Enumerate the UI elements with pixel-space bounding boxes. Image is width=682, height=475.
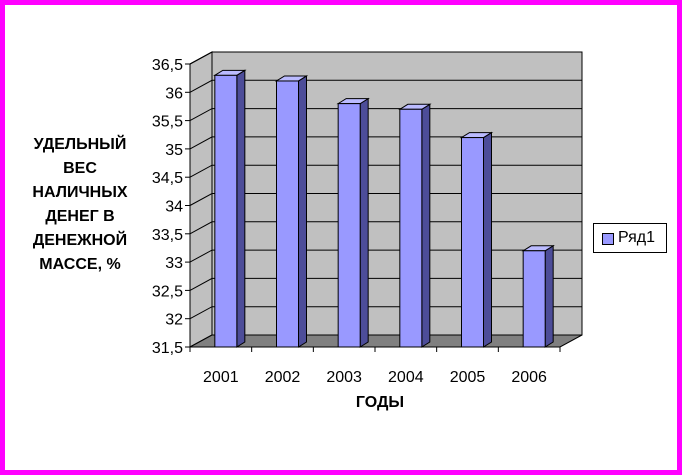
x-tick-label: 2002: [265, 369, 301, 386]
y-axis-label-line: ВЕС: [63, 160, 97, 177]
y-tick-label: 35: [165, 142, 183, 159]
x-tick-label: 2001: [203, 369, 239, 386]
y-axis-label-line: МАССЕ, %: [39, 256, 121, 273]
legend: Ряд1: [593, 223, 667, 253]
gridline: [189, 136, 582, 150]
gridline: [189, 249, 582, 263]
y-tick-label: 34: [165, 199, 183, 216]
gridline: [189, 108, 582, 122]
y-axis-label-line: ДЕНЕЖНОЙ: [32, 232, 128, 249]
bar: [461, 137, 484, 348]
bar-side: [421, 103, 431, 348]
bar-side: [298, 75, 307, 348]
y-tick-label: 35,5: [152, 114, 183, 131]
gridline: [189, 79, 582, 93]
gridline: [189, 51, 582, 65]
x-axis-label: ГОДЫ: [355, 394, 405, 411]
gridline: [189, 306, 582, 320]
bar: [337, 103, 361, 348]
y-axis-label-line: НАЛИЧНЫХ: [32, 184, 128, 201]
y-tick-label: 36,5: [152, 57, 183, 74]
y-tick-label: 32,5: [152, 283, 183, 300]
x-tick-label: 2006: [511, 369, 547, 386]
legend-swatch: [602, 233, 614, 245]
bar: [214, 74, 238, 348]
gridline: [189, 193, 582, 206]
y-tick-label: 33,5: [152, 227, 183, 244]
y-tick-label: 34,5: [152, 170, 183, 187]
bar: [522, 250, 546, 348]
bar-side: [483, 131, 492, 348]
y-tick-label: 36: [165, 85, 183, 102]
x-tick-label: 2003: [326, 369, 362, 386]
gridline: [189, 164, 582, 178]
gridline: [189, 221, 582, 235]
gridline: [189, 277, 582, 291]
x-tick-label: 2004: [388, 369, 424, 386]
y-tick-label: 32: [165, 312, 183, 329]
y-tick-label: 33: [165, 255, 183, 272]
y-tick-label: 31,5: [152, 340, 183, 357]
y-axis-label-line: УДЕЛЬНЫЙ: [33, 136, 127, 153]
y-axis-label-line: ДЕНЕГ В: [45, 208, 115, 225]
bar-side: [544, 244, 554, 348]
bar: [276, 80, 299, 348]
bar: [399, 108, 423, 348]
bar-side: [359, 97, 369, 348]
x-tick-label: 2005: [450, 369, 486, 386]
bar-side: [236, 69, 246, 348]
legend-label: Ряд1: [618, 229, 656, 246]
